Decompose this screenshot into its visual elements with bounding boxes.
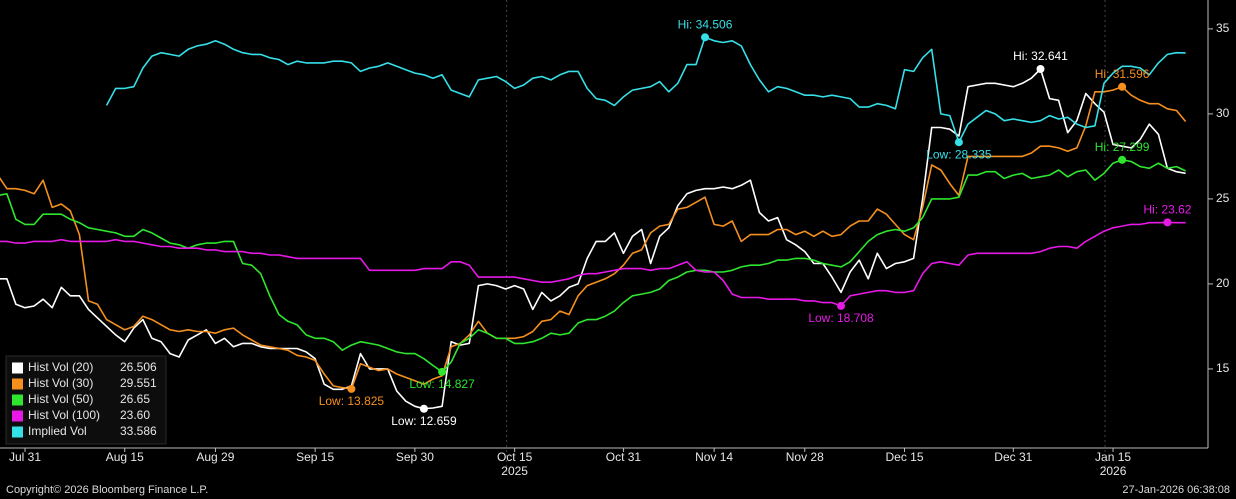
low-label: Low: 13.825 [319,394,385,408]
x-tick-label: Dec 31 [994,450,1032,464]
series-line [0,68,1186,410]
high-marker [701,33,710,42]
legend-label: Hist Vol (100) [28,408,100,422]
legend: Hist Vol (20) 26.506 Hist Vol (30) 29.551 Hi… [5,355,167,445]
legend-value: 26.65 [120,392,150,406]
legend-swatch [12,426,23,438]
x-tick-label: Sep 15 [296,450,334,464]
legend-label: Hist Vol (20) [28,360,93,374]
low-label: Low: 14.827 [409,377,475,391]
y-tick-label: 35 [1216,21,1230,35]
high-marker [1163,218,1172,227]
x-tick-label: Oct 15 [497,450,533,464]
x-year-label: 2025 [501,464,528,478]
x-tick-label: Aug 29 [196,450,234,464]
low-marker [419,404,428,413]
legend-swatch [12,378,23,390]
x-tick-label: Jan 15 [1095,450,1131,464]
x-tick-label: Sep 30 [396,450,434,464]
y-tick-label: 30 [1216,106,1230,120]
plot-area [0,36,1187,410]
legend-swatch [12,394,23,406]
y-tick-label: 25 [1216,191,1230,205]
series-line [0,221,1186,307]
high-label: Hi: 34.506 [678,17,733,31]
x-tick-label: Jul 31 [9,450,41,464]
y-tick-label: 15 [1216,361,1230,375]
legend-value: 33.586 [120,424,157,438]
legend-label: Implied Vol [28,424,87,438]
high-marker [1036,65,1045,74]
high-label: Hi: 32.641 [1013,49,1068,63]
legend-box [5,355,167,445]
legend-swatch [12,410,23,422]
high-marker [1118,82,1127,91]
x-tick-label: Nov 28 [786,450,824,464]
legend-value: 29.551 [120,376,157,390]
legend-value: 26.506 [120,360,157,374]
footer-timestamp: 27-Jan-2026 06:38:08 [1122,484,1230,496]
low-label: Low: 12.659 [391,414,457,428]
high-label: Hi: 23.62 [1143,203,1191,217]
low-marker [438,367,447,376]
low-label: Low: 28.335 [926,147,992,161]
footer-copyright: Copyright© 2026 Bloomberg Finance L.P. [6,484,208,496]
legend-label: Hist Vol (30) [28,376,93,390]
x-tick-label: Nov 14 [695,450,733,464]
x-year-label: 2026 [1100,464,1127,478]
x-tick-label: Dec 15 [885,450,923,464]
legend-value: 23.60 [120,408,150,422]
high-label: Hi: 27.299 [1095,140,1150,154]
legend-swatch [12,362,23,374]
low-marker [837,301,846,310]
series-line [105,36,1186,143]
y-tick-label: 20 [1216,276,1230,290]
footer-bar [0,481,1236,499]
x-tick-label: Oct 31 [606,450,642,464]
high-label: Hi: 31.596 [1095,67,1150,81]
low-marker [954,138,963,147]
series-line [0,86,1187,390]
x-tick-label: Aug 15 [106,450,144,464]
low-marker [347,384,356,393]
low-label: Low: 18.708 [808,311,874,325]
series-line [0,159,1186,373]
legend-label: Hist Vol (50) [28,392,93,406]
high-marker [1118,155,1127,164]
